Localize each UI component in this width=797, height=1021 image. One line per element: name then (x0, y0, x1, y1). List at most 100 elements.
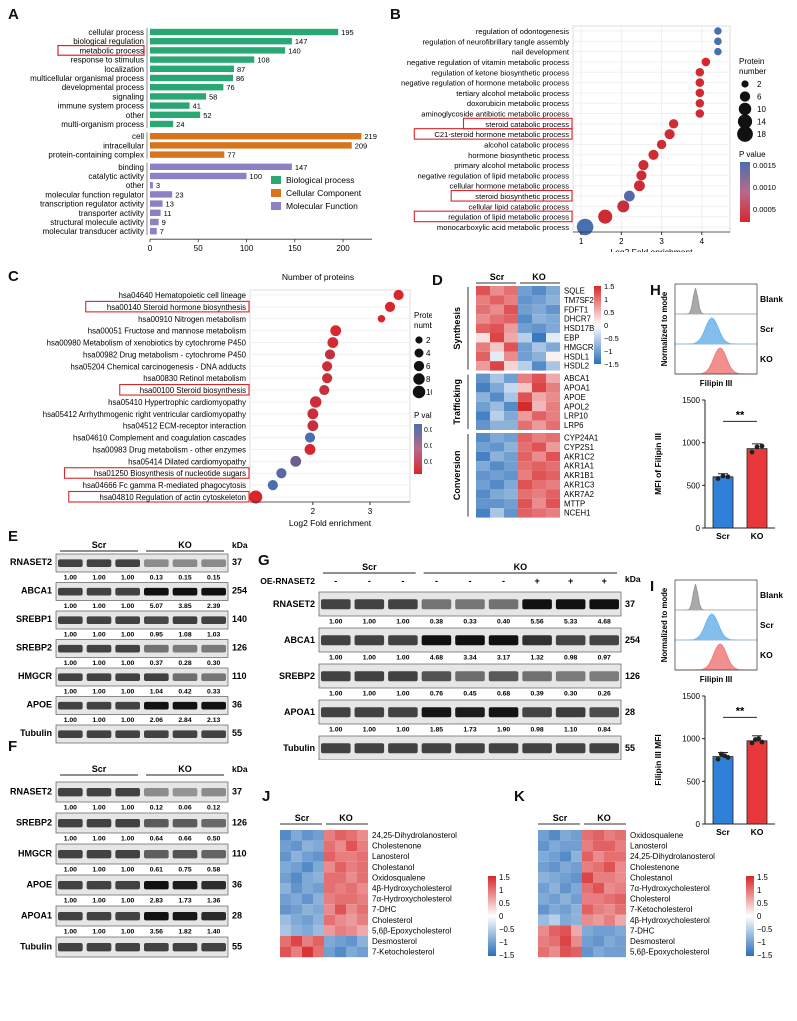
heatmap-cell (518, 392, 532, 402)
blot-band (144, 881, 169, 890)
heatmap-cell (593, 851, 604, 862)
row-label: AKR1B1 (564, 471, 594, 480)
heatmap-cell (490, 411, 504, 421)
heatmap-cell (546, 333, 560, 343)
heatmap-cell (280, 914, 291, 926)
row-label: AKR7A2 (564, 490, 594, 499)
legend-size-label: 4 (426, 349, 431, 358)
blot-quant-value: 2.84 (178, 717, 191, 724)
heatmap-cell (280, 936, 291, 947)
blot-band (201, 673, 226, 681)
x-tick-label: 0 (148, 244, 153, 252)
category-label: multicellular organismal process (30, 74, 144, 83)
bar-value-label: 52 (203, 111, 211, 120)
blot-row-label: HMGCR (18, 671, 52, 681)
significance-label: ** (736, 705, 745, 717)
oe-sign: + (568, 576, 573, 586)
row-label: Cholestanol (630, 873, 672, 882)
category-label: hsa00830 Retinol metabolism (143, 374, 246, 383)
row-group-label: Conversion (452, 451, 462, 501)
bar-value-label: 23 (175, 190, 183, 199)
data-point (695, 109, 705, 118)
heatmap-cell (476, 442, 490, 452)
blot-membrane (55, 874, 229, 896)
y-tick-label: 1000 (682, 735, 700, 744)
row-label: 5,6β-Epoxycholesterol (630, 948, 710, 957)
x-axis-label: Log2 Fold enrichment (610, 247, 693, 252)
heatmap-cell (518, 498, 532, 509)
oe-label: OE-RNASET2 (260, 576, 315, 586)
x-tick-label: 100 (240, 244, 254, 252)
panel-label-k: K (514, 788, 525, 805)
blot-band (488, 635, 519, 646)
bar (150, 28, 339, 36)
row-label: 7-DHC (372, 905, 397, 914)
blot-band (388, 671, 418, 682)
legend-size-title: Protein (739, 57, 764, 66)
heatmap-cell (532, 442, 546, 452)
y-axis-label: MFI of Filipin III (653, 433, 663, 495)
heatmap-cell (490, 451, 504, 462)
heatmap-cell (476, 392, 490, 402)
heatmap-cell (346, 946, 357, 958)
heatmap-cell (476, 323, 490, 333)
legend-label: Molecular Function (286, 201, 358, 211)
blot-band (172, 673, 198, 681)
heatmap-cell (532, 295, 546, 305)
heatmap-cell (476, 333, 490, 343)
data-point (714, 47, 722, 56)
category-label: tertiary alcohol metabolic process (456, 89, 569, 98)
blot-band (388, 635, 418, 646)
heatmap-cell (546, 286, 560, 296)
heatmap-cell (604, 893, 615, 905)
y-tick-label: 500 (687, 481, 701, 490)
heatmap-cell (582, 861, 593, 873)
blot-quant-value: 0.75 (178, 867, 191, 874)
blot-kda-value: 55 (625, 743, 635, 753)
blot-quant-value: 5.56 (530, 619, 543, 626)
heatmap-cell (604, 946, 615, 958)
heatmap-cell (518, 351, 532, 362)
heatmap-cell (593, 925, 604, 936)
heatmap-cell (490, 295, 504, 305)
heatmap-cell (549, 946, 560, 958)
heatmap-cell (324, 851, 335, 862)
data-point (617, 200, 630, 213)
heatmap-cell (518, 286, 532, 296)
blot-band (115, 943, 140, 952)
blot-band (58, 559, 83, 567)
data-point (636, 170, 647, 181)
blot-band (172, 644, 198, 653)
blot-quant-value: 1.00 (121, 929, 134, 936)
heatmap-cell (532, 323, 546, 333)
row-label: Cholesterol (630, 895, 671, 904)
data-point (756, 736, 762, 742)
column-group-label: KO (532, 272, 546, 282)
heatmap-cell (560, 936, 571, 947)
blot-row-label: Tubulin (20, 941, 52, 951)
heatmap-cell (615, 925, 626, 936)
heatmap-cell (546, 480, 560, 490)
heatmap-cell (313, 904, 324, 915)
row-label: DHCR7 (564, 315, 591, 324)
blot-band (144, 850, 169, 859)
heatmap-cell (538, 925, 549, 936)
blot-quant-value: 1.00 (92, 603, 105, 610)
heatmap-cell (302, 840, 313, 852)
heatmap-cell (593, 840, 604, 852)
data-point (759, 443, 765, 449)
heatmap-cell (357, 904, 368, 915)
color-scale-tick: −1 (604, 347, 613, 356)
blot-quant-value: 1.00 (64, 898, 77, 905)
blot-band (86, 819, 112, 828)
blot-quant-value: 1.00 (396, 727, 409, 734)
data-point (322, 361, 333, 372)
histogram-y-label: Normalized to mode (660, 291, 669, 366)
color-scale-tick: −1 (757, 938, 766, 947)
blot-group-label: Scr (92, 764, 107, 774)
blot-membrane (55, 905, 229, 927)
row-label: Cholesterol (372, 916, 413, 925)
blot-band (115, 819, 140, 828)
blot-quant-value: 0.33 (463, 619, 476, 626)
heatmap-cell (538, 851, 549, 862)
